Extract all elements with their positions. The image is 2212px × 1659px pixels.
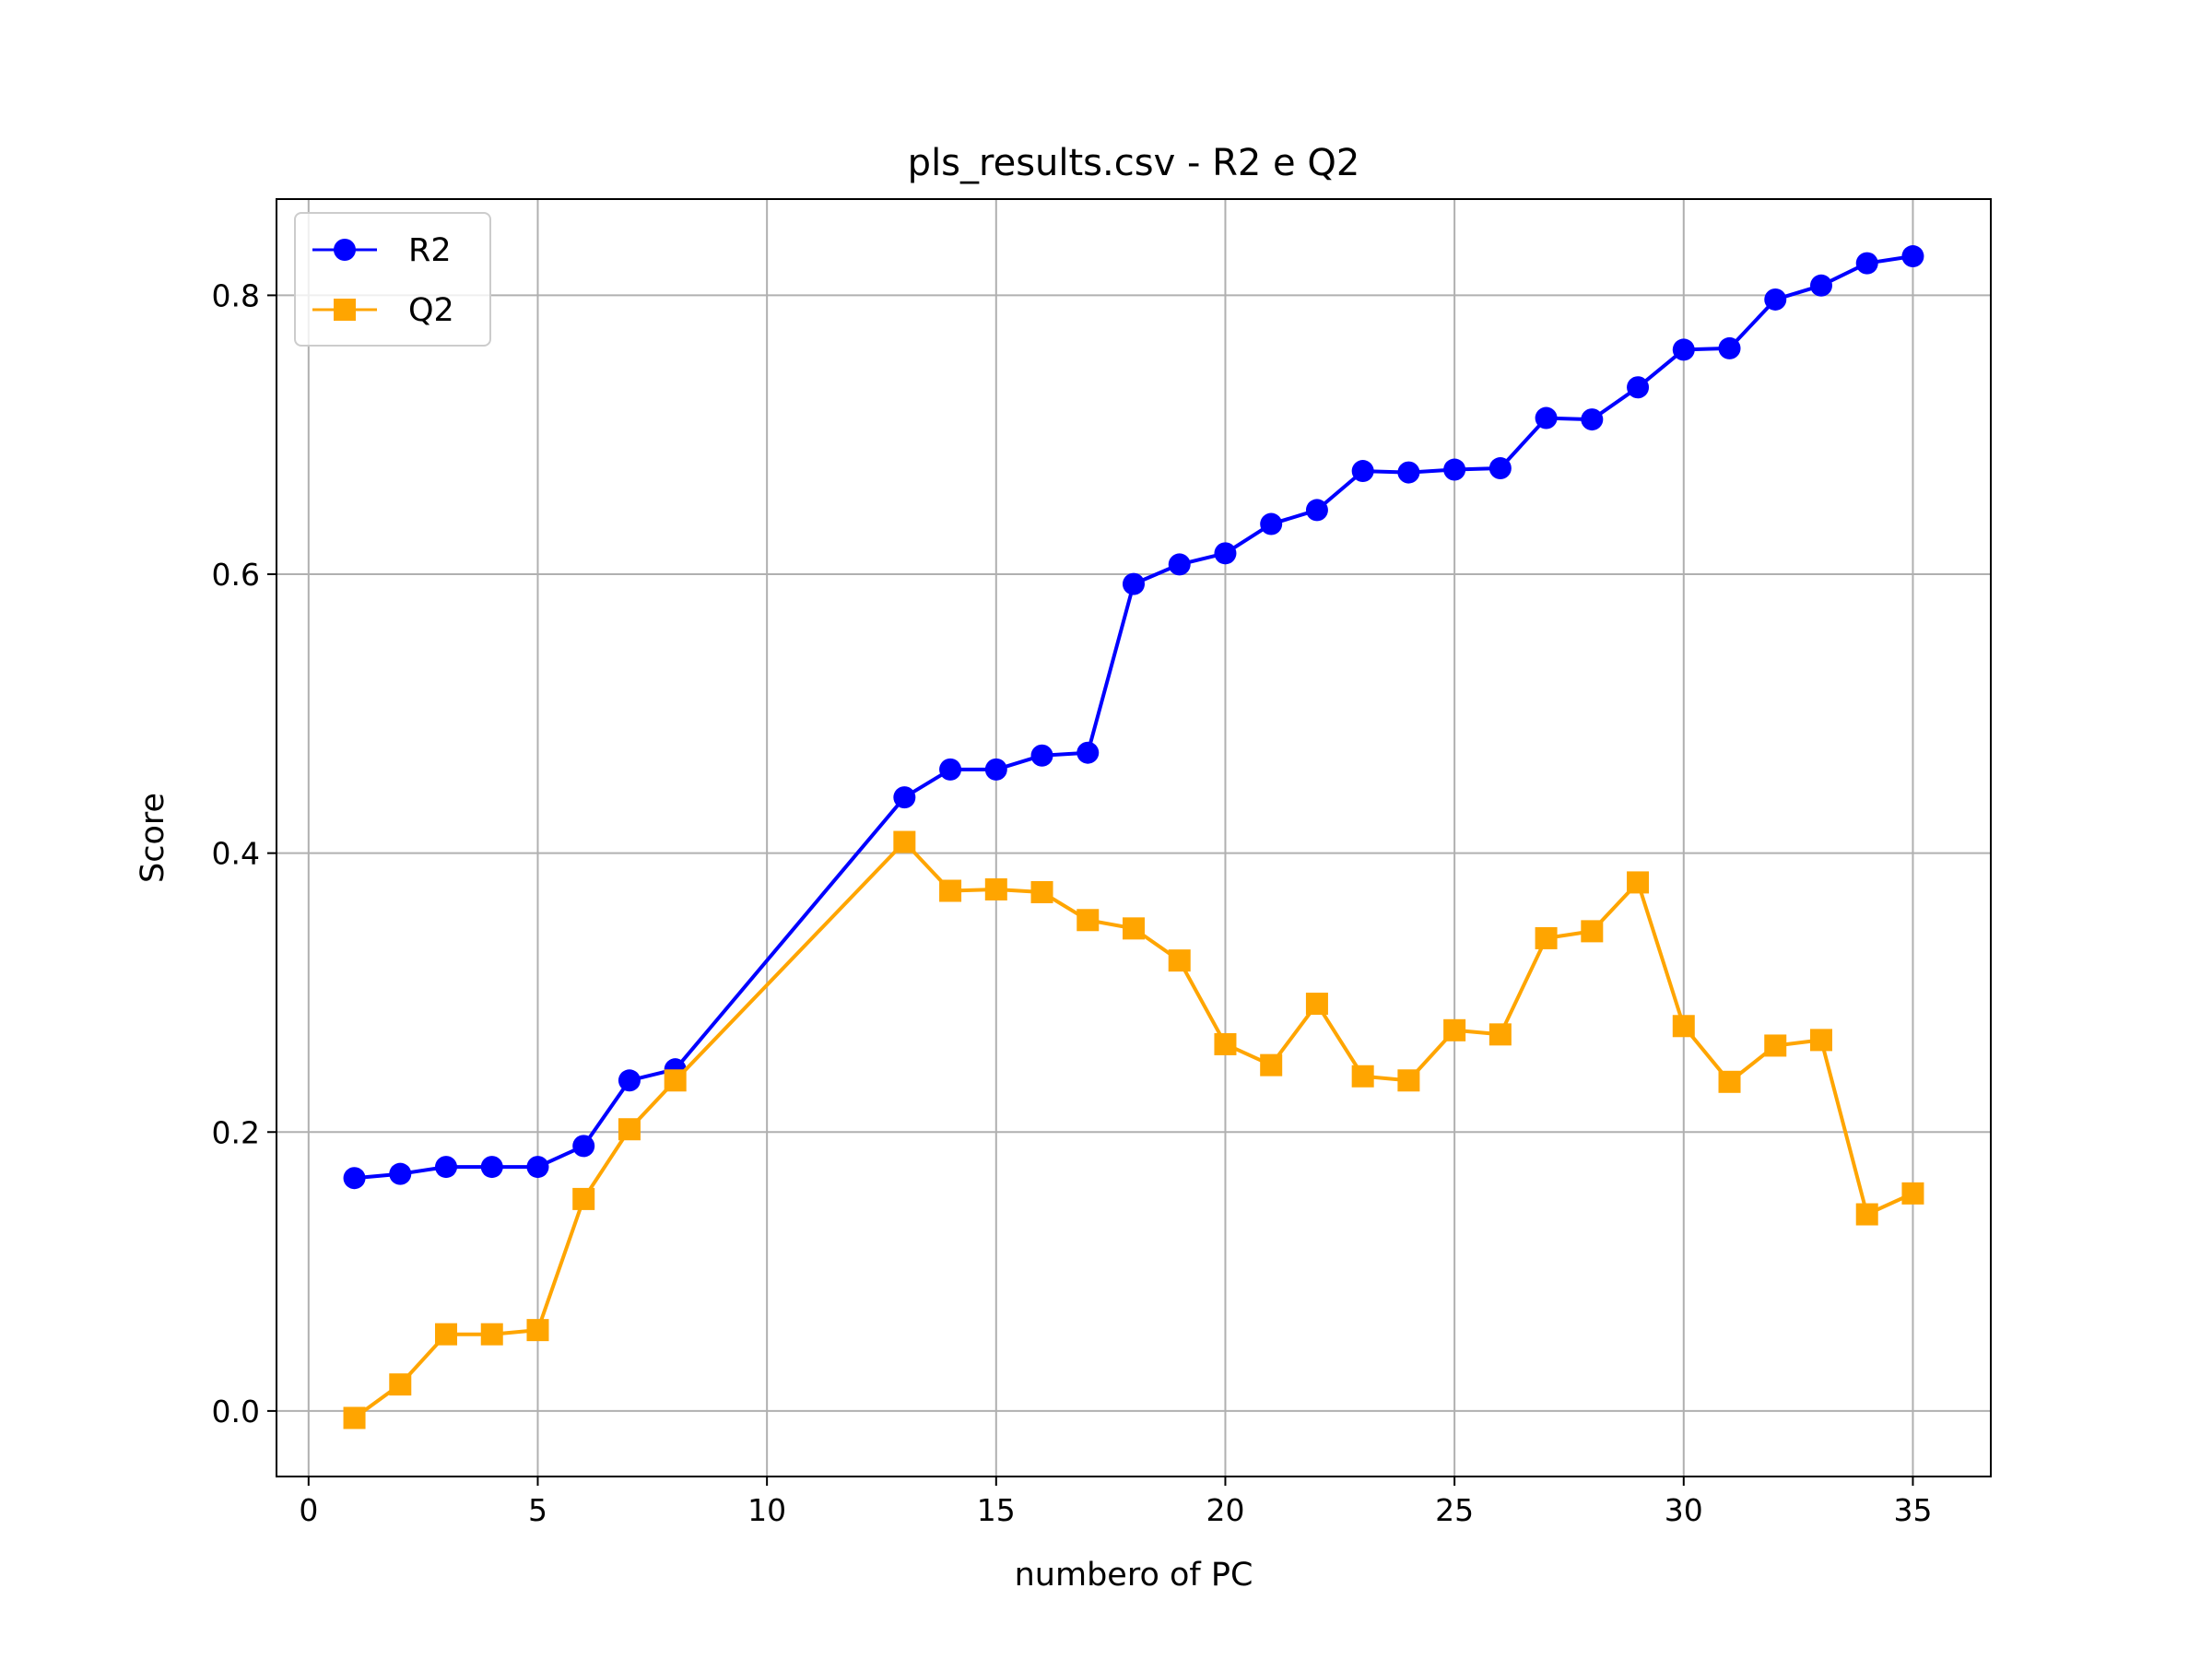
r2-data-point: [1030, 744, 1053, 767]
legend-frame: [294, 212, 491, 347]
r2-data-point: [1260, 512, 1283, 535]
q2-data-point: [893, 830, 916, 853]
r2-data-point: [389, 1162, 412, 1185]
q2-data-point: [572, 1187, 595, 1210]
legend-q2-marker: [334, 299, 356, 321]
r2-data-point: [1718, 336, 1741, 359]
r2-data-point: [480, 1156, 503, 1179]
q2-data-point: [1123, 917, 1145, 940]
r2-data-point: [435, 1156, 458, 1179]
q2-data-point: [526, 1319, 549, 1342]
q2-data-point: [1535, 926, 1558, 949]
plot-frame: [276, 198, 1992, 1477]
q2-data-point: [1214, 1032, 1237, 1055]
q2-data-point: [435, 1323, 458, 1346]
q2-data-point: [343, 1406, 366, 1430]
r2-data-point: [526, 1156, 549, 1179]
r2-data-point: [1627, 376, 1650, 399]
q2-data-point: [1030, 881, 1053, 904]
q2-data-point: [1351, 1065, 1374, 1088]
r2-data-point: [984, 758, 1007, 781]
q2-data-point: [1443, 1018, 1466, 1041]
r2-data-point: [343, 1167, 366, 1190]
r2-data-point: [939, 758, 962, 781]
q2-data-point: [1488, 1023, 1512, 1046]
r2-data-point: [1581, 408, 1604, 431]
r2-data-point: [893, 786, 916, 809]
q2-data-point: [1855, 1203, 1878, 1226]
r2-data-point: [1443, 458, 1466, 481]
q2-data-point: [1397, 1069, 1420, 1092]
r2-data-point: [1901, 245, 1924, 268]
q2-data-point: [480, 1323, 503, 1346]
q2-data-point: [1901, 1182, 1924, 1205]
r2-data-point: [1305, 499, 1328, 522]
y-tick-label: 0.0: [212, 1394, 260, 1430]
x-tick-label: 5: [528, 1492, 547, 1528]
r2-data-point: [572, 1135, 595, 1158]
q2-data-point: [1809, 1029, 1832, 1052]
r2-data-point: [1764, 288, 1787, 311]
legend: R2 Q2: [294, 212, 491, 347]
q2-data-point: [664, 1069, 687, 1092]
x-tick-label: 30: [1665, 1492, 1703, 1528]
x-tick-label: 15: [977, 1492, 1016, 1528]
r2-data-point: [1855, 252, 1878, 275]
y-tick-label: 0.6: [212, 557, 260, 593]
q2-data-point: [1581, 920, 1604, 943]
x-axis-ticks: 0 5 10 15 20 25 30 35: [299, 1477, 1932, 1528]
plot-series: [343, 245, 1924, 1430]
r2-data-point: [1535, 406, 1558, 429]
x-tick-label: 25: [1435, 1492, 1474, 1528]
q2-data-point: [1260, 1053, 1283, 1077]
q2-data-point: [1305, 993, 1328, 1016]
legend-r2-label: R2: [408, 232, 452, 269]
q2-data-point: [1764, 1034, 1787, 1057]
q2-data-point: [1672, 1015, 1695, 1038]
y-axis-label: Score: [135, 793, 171, 883]
legend-r2-marker: [334, 239, 356, 261]
r2-data-point: [1123, 572, 1145, 595]
y-axis-ticks: 0.0 0.2 0.4 0.6 0.8: [212, 277, 276, 1430]
q2-data-point: [939, 879, 962, 902]
r2-data-point: [1168, 553, 1191, 576]
x-tick-label: 20: [1206, 1492, 1244, 1528]
q2-data-point: [1077, 909, 1100, 932]
x-tick-label: 10: [747, 1492, 786, 1528]
r2-data-point: [1077, 741, 1100, 764]
y-tick-label: 0.4: [212, 836, 260, 872]
x-axis-label: numbero of PC: [1015, 1557, 1253, 1594]
r2-data-point: [1397, 461, 1420, 484]
r2-data-point: [1214, 542, 1237, 565]
grid: [276, 199, 1991, 1477]
legend-q2-label: Q2: [408, 292, 454, 329]
r2-data-point: [1809, 274, 1832, 297]
r2-data-point: [1351, 460, 1374, 483]
x-tick-label: 0: [299, 1492, 318, 1528]
x-tick-label: 35: [1893, 1492, 1932, 1528]
q2-data-point: [1718, 1070, 1741, 1093]
y-tick-label: 0.2: [212, 1114, 260, 1150]
r2-data-point: [618, 1069, 641, 1092]
y-tick-label: 0.8: [212, 277, 260, 313]
r2-data-point: [1488, 457, 1512, 480]
r2-data-point: [1672, 338, 1695, 361]
q2-data-point: [618, 1118, 641, 1141]
q2-data-point: [1627, 871, 1650, 894]
q2-data-point: [984, 877, 1007, 900]
chart-title: pls_results.csv - R2 e Q2: [908, 142, 1360, 184]
q2-data-point: [1168, 949, 1191, 972]
q2-data-point: [389, 1373, 412, 1396]
